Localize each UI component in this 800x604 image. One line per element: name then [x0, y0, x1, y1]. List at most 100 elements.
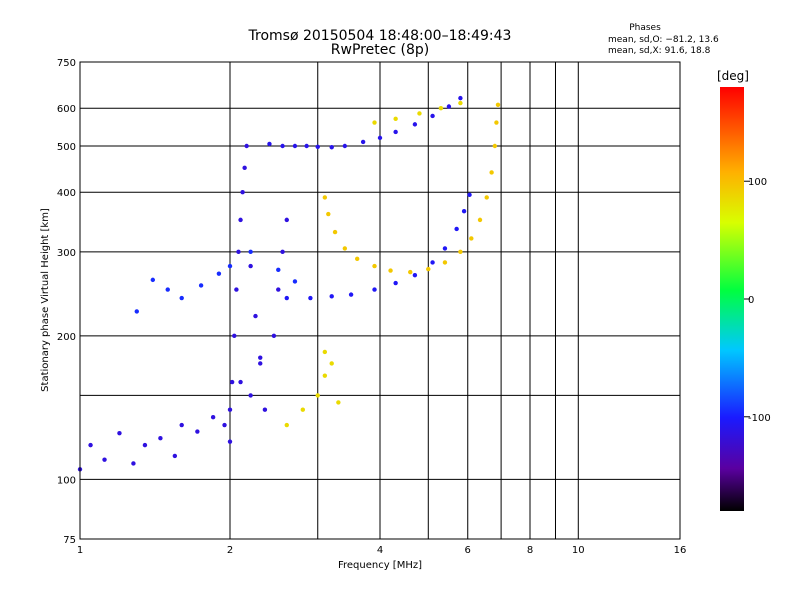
data-point: [489, 170, 494, 175]
data-points: [77, 95, 501, 472]
data-point: [258, 361, 263, 366]
data-point: [458, 95, 463, 101]
data-point: [408, 269, 413, 275]
x-tick-label: 2: [227, 545, 233, 556]
colorbar-tick-label: -100: [748, 413, 771, 424]
data-point: [102, 457, 107, 462]
data-point: [258, 355, 263, 360]
data-point: [229, 379, 235, 385]
data-point: [326, 211, 331, 217]
data-point: [142, 442, 148, 448]
data-point: [134, 309, 139, 314]
data-point: [267, 141, 272, 147]
data-point: [232, 333, 237, 339]
colorbar-tick-label: 0: [748, 295, 754, 306]
data-point: [377, 135, 383, 141]
tick-labels: 1 2 4 6 8 10 16 75 100 200 300 400 500 600 750: [57, 58, 686, 556]
data-point: [484, 195, 489, 200]
data-point: [271, 333, 277, 339]
data-point: [360, 139, 366, 145]
data-point: [210, 415, 216, 420]
colorbar-tick-label: 100: [748, 177, 767, 188]
data-point: [393, 280, 398, 286]
data-point: [438, 106, 444, 111]
plot-frame: [79, 61, 681, 540]
data-point: [227, 263, 233, 269]
data-point: [467, 192, 472, 198]
data-point: [216, 271, 222, 276]
data-point: [393, 116, 398, 122]
y-tick-label: 300: [57, 248, 76, 259]
data-point: [248, 263, 253, 269]
data-point: [329, 361, 334, 366]
data-point: [253, 313, 258, 319]
data-point: [461, 208, 467, 214]
data-point: [426, 266, 431, 272]
data-point: [179, 422, 184, 428]
data-point: [372, 287, 377, 292]
data-point: [292, 279, 298, 284]
x-tick-label: 10: [572, 545, 585, 556]
data-point: [222, 422, 227, 428]
x-tick-label: 16: [674, 545, 687, 556]
x-tick-label: 6: [465, 545, 471, 556]
colorbar-ticks: 100 0 -100: [744, 177, 771, 424]
data-point: [388, 268, 393, 273]
x-axis-label: Frequency [MHz]: [338, 560, 422, 571]
data-point: [238, 217, 243, 223]
data-point: [236, 249, 241, 255]
chart-subtitle: RwPretec (8p): [331, 42, 429, 58]
data-point: [276, 287, 281, 292]
y-tick-label: 500: [57, 142, 76, 153]
y-tick-label: 100: [57, 475, 76, 486]
data-point: [372, 263, 377, 269]
data-point: [412, 272, 418, 278]
data-point: [442, 246, 448, 251]
data-point: [322, 373, 328, 378]
data-point: [234, 287, 239, 292]
data-point: [117, 430, 122, 436]
y-tick-label: 400: [57, 188, 76, 199]
x-tick-label: 4: [377, 545, 383, 556]
info-line-x: mean, sd,X: 91.6, 18.8: [608, 46, 711, 56]
data-point: [280, 249, 285, 255]
data-point: [179, 295, 184, 301]
data-point: [244, 143, 249, 149]
y-tick-label: 750: [57, 58, 76, 69]
data-point: [165, 287, 170, 292]
data-point: [446, 104, 452, 109]
data-point: [150, 277, 156, 283]
data-point: [308, 295, 313, 301]
data-point: [329, 294, 334, 299]
data-point: [442, 260, 448, 265]
y-tick-label: 75: [63, 535, 76, 546]
y-tick-label: 200: [57, 332, 76, 343]
data-point: [227, 439, 233, 444]
data-point: [172, 453, 178, 459]
data-point: [242, 165, 247, 171]
data-point: [494, 120, 499, 125]
data-point: [248, 249, 253, 255]
data-point: [430, 113, 435, 119]
data-point: [354, 256, 360, 262]
data-point: [300, 407, 306, 412]
data-point: [458, 100, 463, 106]
data-point: [276, 267, 281, 273]
data-point: [280, 143, 285, 149]
data-point: [430, 260, 435, 265]
data-point: [329, 145, 334, 150]
data-point: [492, 143, 498, 149]
info-line-o: mean, sd,O: −81.2, 13.6: [608, 35, 719, 45]
data-point: [248, 393, 253, 398]
data-point: [348, 292, 354, 297]
info-header: Phases: [629, 23, 661, 33]
data-point: [292, 143, 298, 149]
data-point: [198, 283, 204, 288]
data-point: [336, 400, 341, 405]
y-tick-label: 600: [57, 104, 76, 115]
data-point: [227, 407, 233, 412]
grid-lines: [80, 62, 680, 539]
data-point: [477, 217, 483, 223]
data-point: [469, 236, 474, 241]
